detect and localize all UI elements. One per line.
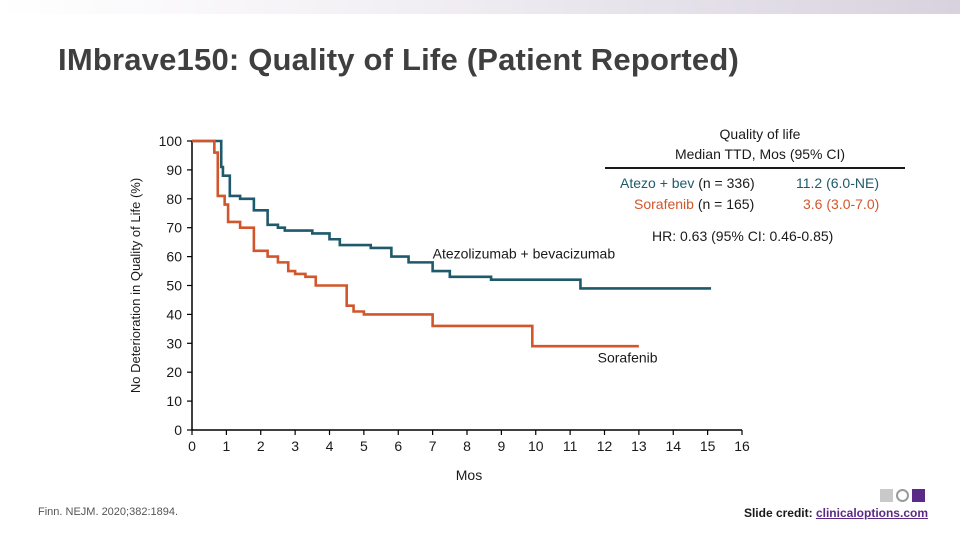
x-tick-label: 4 <box>326 438 334 454</box>
legend-value-atezo: 11.2 (6.0-NE) <box>796 175 879 191</box>
legend-row-atezo: Atezo + bev (n = 336) <box>620 175 755 191</box>
hazard-ratio: HR: 0.63 (95% CI: 0.46-0.85) <box>652 228 834 244</box>
km-curve-sorafenib <box>192 139 639 348</box>
x-tick-label: 2 <box>257 438 265 454</box>
x-tick-label: 9 <box>497 438 505 454</box>
page-title: IMbrave150: Quality of Life (Patient Rep… <box>58 42 739 77</box>
y-tick-label: 90 <box>166 162 182 178</box>
y-tick-label: 30 <box>166 335 182 351</box>
y-tick-label: 20 <box>166 364 182 380</box>
legend-header: Quality of life Median TTD, Mos (95% CI) <box>610 124 910 164</box>
y-tick-label: 10 <box>166 393 182 409</box>
x-tick-label: 12 <box>597 438 613 454</box>
y-tick-label: 50 <box>166 278 182 294</box>
legend-header-line1: Quality of life <box>719 126 801 142</box>
series-label: Sorafenib <box>598 350 658 366</box>
x-tick-label: 15 <box>700 438 716 454</box>
x-tick-label: 3 <box>291 438 299 454</box>
x-tick-label: 5 <box>360 438 368 454</box>
credit-link[interactable]: clinicaloptions.com <box>815 506 928 520</box>
y-tick-label: 0 <box>174 422 182 438</box>
x-tick-label: 10 <box>528 438 544 454</box>
x-tick-label: 13 <box>631 438 647 454</box>
legend-arm-n: (n = 336) <box>698 175 755 191</box>
legend-arm-n: (n = 165) <box>697 196 755 212</box>
x-axis-label: Mos <box>456 467 482 483</box>
legend-arm-name: Atezo + bev <box>620 175 695 191</box>
legend-value-sorafenib: 3.6 (3.0-7.0) <box>803 196 880 212</box>
x-tick-label: 1 <box>222 438 230 454</box>
slide-credit: Slide credit: clinicaloptions.com <box>744 506 928 520</box>
y-tick-label: 40 <box>166 306 182 322</box>
credit-label: Slide credit: <box>743 506 813 520</box>
y-tick-label: 80 <box>166 191 182 207</box>
x-tick-label: 6 <box>394 438 402 454</box>
x-tick-label: 11 <box>563 438 578 454</box>
citation: Finn. NEJM. 2020;382:1894. <box>38 506 179 518</box>
x-tick-label: 8 <box>463 438 471 454</box>
legend-divider <box>605 167 905 169</box>
x-tick-label: 7 <box>429 438 437 454</box>
y-tick-label: 70 <box>166 220 182 236</box>
x-tick-label: 16 <box>734 438 750 454</box>
y-axis-label: No Deterioration in Quality of Life (%) <box>128 178 143 393</box>
series-label: Atezolizumab + bevacizumab <box>433 246 616 262</box>
km-curve-atezo-bev <box>192 139 712 290</box>
top-gradient-bar <box>0 0 960 14</box>
y-tick-label: 100 <box>159 133 183 149</box>
legend-row-sorafenib: Sorafenib (n = 165) <box>634 196 754 212</box>
x-tick-label: 14 <box>665 438 681 454</box>
x-tick-label: 0 <box>188 438 196 454</box>
legend-header-line2: Median TTD, Mos (95% CI) <box>674 146 846 162</box>
y-tick-label: 60 <box>166 249 182 265</box>
cco-logo-icon <box>880 489 928 503</box>
legend-arm-name: Sorafenib <box>634 196 694 212</box>
